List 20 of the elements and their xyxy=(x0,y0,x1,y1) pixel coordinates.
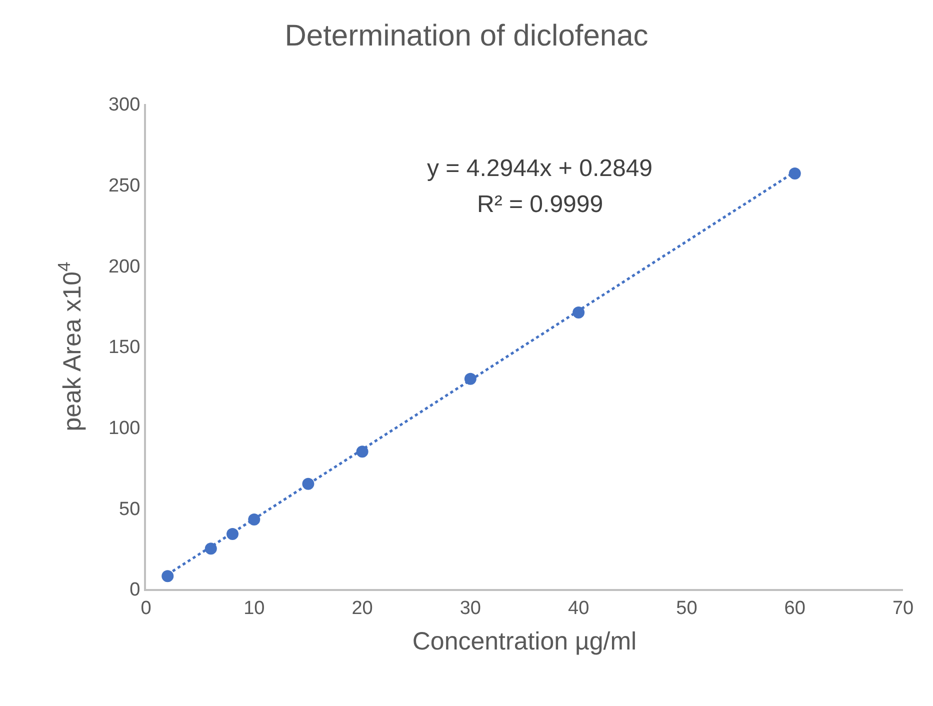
x-tick-label: 40 xyxy=(568,598,590,619)
x-tick-label: 20 xyxy=(352,598,373,619)
y-tick-label: 50 xyxy=(119,498,140,520)
annotation: y = 4.2944x + 0.2849 xyxy=(427,155,653,182)
y-tick-label: 100 xyxy=(108,418,140,439)
point xyxy=(788,168,801,180)
x-axis-title: Concentration µg/ml xyxy=(412,627,637,656)
x-tick-label: 70 xyxy=(892,598,914,619)
y-tick-label: 250 xyxy=(108,175,140,196)
y-tick-label: 300 xyxy=(108,94,140,116)
point xyxy=(162,570,174,582)
annotation: R² = 0.9999 xyxy=(477,191,604,218)
x-tick-label: 30 xyxy=(460,598,481,619)
chart-title: Determination of diclofenac xyxy=(284,20,648,53)
y-tick-label: 200 xyxy=(108,256,140,278)
x-tick-label: 50 xyxy=(676,598,698,619)
y-tick-label: 0 xyxy=(130,580,140,601)
x-tick-label: 10 xyxy=(244,598,265,619)
y-tick-label: 150 xyxy=(108,337,140,358)
x-tick-label: 60 xyxy=(784,598,806,619)
